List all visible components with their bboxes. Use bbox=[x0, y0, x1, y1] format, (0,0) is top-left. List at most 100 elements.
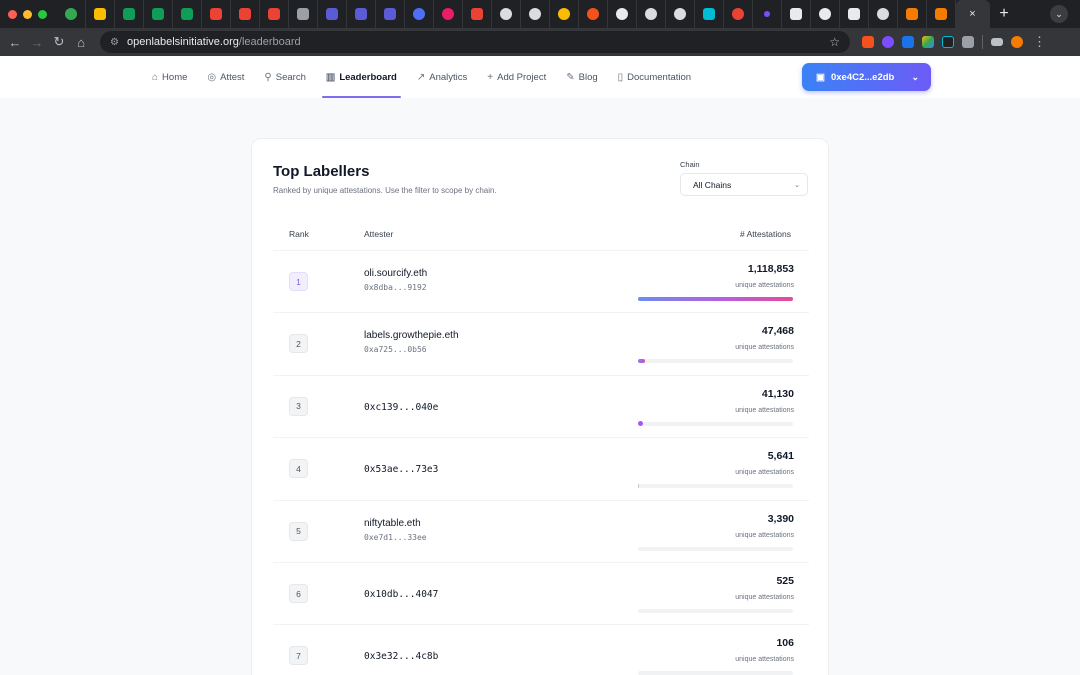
browser-tab[interactable] bbox=[869, 0, 898, 28]
table-row[interactable]: 4 0x53ae...73e3 5,641 unique attestations bbox=[273, 437, 809, 499]
chain-filter-select[interactable]: All Chains ⌄ bbox=[680, 173, 808, 196]
back-arrow-icon[interactable]: ← bbox=[8, 34, 22, 50]
rank-badge: 5 bbox=[289, 521, 308, 541]
browser-tab[interactable] bbox=[666, 0, 695, 28]
check-circle-icon: ◎ bbox=[207, 71, 217, 83]
attester-address[interactable]: 0x10db...4047 bbox=[364, 589, 439, 600]
extensions-puzzle-icon[interactable] bbox=[962, 36, 974, 48]
reload-icon[interactable]: ↻ bbox=[53, 34, 65, 49]
browser-tab[interactable] bbox=[463, 0, 492, 28]
browser-tab[interactable] bbox=[579, 0, 608, 28]
minimize-window-button[interactable] bbox=[23, 9, 32, 19]
browser-tab[interactable] bbox=[86, 0, 115, 28]
extension-icon[interactable] bbox=[862, 36, 874, 48]
attester-address[interactable]: 0xe7d1...33ee bbox=[364, 532, 427, 542]
reading-list-icon[interactable] bbox=[991, 38, 1003, 46]
attester-name[interactable]: labels.growthepie.eth bbox=[364, 330, 459, 342]
browser-tab[interactable] bbox=[608, 0, 637, 28]
table-row[interactable]: 5 niftytable.eth 0xe7d1...33ee 3,390 unique … bbox=[273, 499, 809, 562]
browser-tab[interactable] bbox=[144, 0, 173, 28]
attestation-bar-track bbox=[638, 671, 793, 675]
nav-item-leaderboard[interactable]: ▥ Leaderboard bbox=[316, 56, 407, 98]
close-window-button[interactable] bbox=[8, 9, 17, 19]
browser-tab[interactable] bbox=[521, 0, 550, 28]
nav-item-blog[interactable]: ✎ Blog bbox=[556, 56, 607, 98]
browser-tab[interactable] bbox=[405, 0, 434, 28]
active-tab-close-button[interactable]: × bbox=[956, 0, 990, 28]
wallet-button[interactable]: ▣ 0xe4C2...e2db ⌄ bbox=[802, 63, 931, 91]
browser-menu-icon[interactable]: ⋮ bbox=[1033, 34, 1046, 49]
site-settings-icon[interactable]: ⚙ bbox=[110, 36, 119, 48]
attestation-unit-label: unique attestations bbox=[735, 469, 794, 477]
toolbar-divider bbox=[982, 35, 983, 49]
attester-name[interactable]: niftytable.eth bbox=[364, 517, 421, 529]
attestation-bar-track bbox=[638, 359, 793, 364]
nav-item-home[interactable]: ⌂ Home bbox=[142, 56, 197, 98]
search-icon: ⚲ bbox=[264, 71, 272, 83]
table-row[interactable]: 6 0x10db...4047 525 unique attestations bbox=[273, 562, 809, 624]
leaderboard-card: Top Labellers Ranked by unique attestati… bbox=[251, 138, 829, 675]
extension-icon[interactable] bbox=[882, 36, 894, 48]
url-host: openlabelsinitiative.org bbox=[126, 36, 239, 48]
nav-item-search[interactable]: ⚲ Search bbox=[254, 56, 315, 98]
browser-tab[interactable] bbox=[492, 0, 521, 28]
book-icon: ▯ bbox=[617, 71, 624, 83]
attestation-bar-marker bbox=[638, 421, 643, 427]
browser-tab[interactable] bbox=[202, 0, 231, 28]
attestation-count: 47,468 bbox=[761, 325, 794, 338]
browser-tab[interactable] bbox=[782, 0, 811, 28]
attestation-bar-fill bbox=[638, 297, 793, 301]
table-row[interactable]: 2 labels.growthepie.eth 0xa725...0b56 47,46… bbox=[273, 312, 809, 374]
attestation-count: 5,641 bbox=[767, 450, 794, 463]
home-icon[interactable]: ⌂ bbox=[77, 34, 85, 50]
rank-badge: 7 bbox=[289, 646, 308, 666]
attester-address[interactable]: 0xa725...0b56 bbox=[364, 345, 427, 355]
attester-name[interactable]: oli.sourcify.eth bbox=[364, 268, 428, 279]
browser-tab[interactable] bbox=[898, 0, 927, 28]
browser-tab[interactable] bbox=[173, 0, 202, 28]
browser-tab[interactable] bbox=[811, 0, 840, 28]
table-row[interactable]: 7 0x3e32...4c8b 106 unique attestations bbox=[273, 624, 809, 675]
table-row[interactable]: 3 0xc139...040e 41,130 unique attestations bbox=[273, 374, 809, 437]
browser-tab[interactable] bbox=[115, 0, 144, 28]
profile-avatar[interactable] bbox=[1011, 36, 1023, 48]
browser-tab[interactable] bbox=[927, 0, 956, 28]
browser-tab[interactable] bbox=[289, 0, 318, 28]
nav-item-attest[interactable]: ◎ Attest bbox=[197, 56, 254, 98]
nav-item-add-project[interactable]: + Add Project bbox=[477, 56, 556, 98]
extension-icon[interactable] bbox=[922, 36, 934, 48]
address-bar[interactable]: ⚙ openlabelsinitiative.org/leaderboard ☆ bbox=[100, 31, 850, 53]
attester-address[interactable]: 0xc139...040e bbox=[364, 401, 439, 413]
nav-item-documentation[interactable]: ▯ Documentation bbox=[608, 56, 701, 98]
nav-item-analytics[interactable]: ↗ Analytics bbox=[407, 56, 477, 98]
table-row[interactable]: 1 oli.sourcify.eth 0x8dba...9192 1,118,853 u… bbox=[273, 250, 809, 312]
attestation-unit-label: unique attestations bbox=[735, 344, 794, 352]
browser-tab[interactable] bbox=[260, 0, 289, 28]
browser-tab[interactable] bbox=[550, 0, 579, 28]
browser-tab[interactable] bbox=[57, 0, 86, 28]
browser-tab[interactable] bbox=[753, 0, 782, 28]
forward-arrow-icon[interactable]: → bbox=[30, 34, 44, 50]
browser-tab[interactable] bbox=[724, 0, 753, 28]
browser-tab[interactable] bbox=[376, 0, 405, 28]
attester-address[interactable]: 0x53ae...73e3 bbox=[364, 464, 439, 476]
browser-tab[interactable] bbox=[347, 0, 376, 28]
browser-tab[interactable] bbox=[695, 0, 724, 28]
extension-icon[interactable] bbox=[902, 36, 914, 48]
attestation-count: 1,118,853 bbox=[747, 263, 794, 275]
extensions-area bbox=[862, 35, 1023, 49]
browser-tab[interactable] bbox=[231, 0, 260, 28]
browser-tab[interactable] bbox=[434, 0, 463, 28]
attester-address[interactable]: 0x8dba...9192 bbox=[364, 283, 427, 292]
tab-search-chevron-icon[interactable]: ⌄ bbox=[1050, 5, 1068, 23]
extension-icon[interactable] bbox=[942, 36, 954, 48]
attester-address[interactable]: 0x3e32...4c8b bbox=[364, 651, 439, 663]
new-tab-button[interactable]: + bbox=[999, 5, 1009, 22]
maximize-window-button[interactable] bbox=[38, 9, 47, 19]
browser-tab[interactable] bbox=[840, 0, 869, 28]
rank-badge: 6 bbox=[289, 584, 308, 603]
bookmark-star-icon[interactable]: ☆ bbox=[829, 35, 840, 49]
browser-tab[interactable] bbox=[318, 0, 347, 28]
browser-tab[interactable] bbox=[637, 0, 666, 28]
attestation-unit-label: unique attestations bbox=[735, 531, 794, 539]
